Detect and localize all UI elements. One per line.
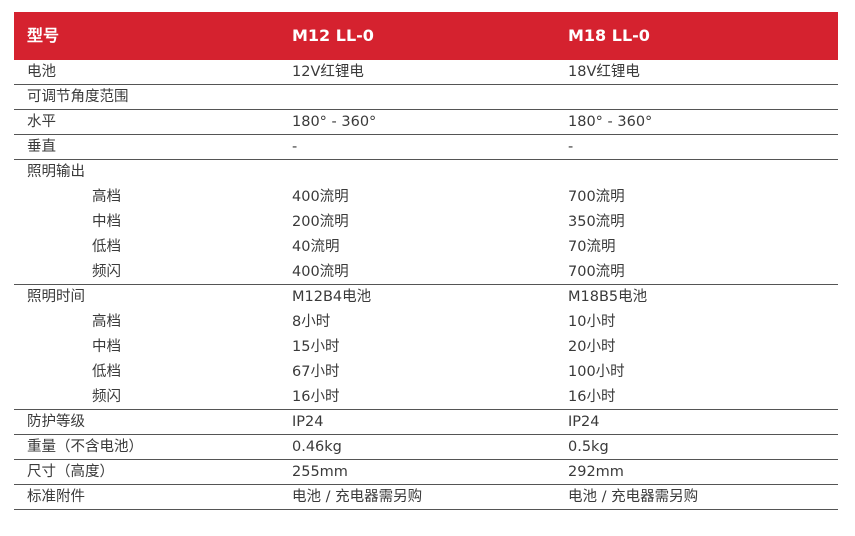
row-value-m18: 0.5kg	[568, 439, 609, 455]
row-label: 重量（不含电池）	[27, 439, 143, 455]
table-row: 垂直 - -	[14, 135, 838, 160]
row-value-m18: -	[568, 139, 574, 155]
row-label: 尺寸（高度）	[27, 464, 114, 480]
table-row: 低档 40流明 70流明	[14, 235, 838, 260]
row-value-m18: M18B5电池	[568, 289, 648, 305]
table-row: 高档 8小时 10小时	[14, 310, 838, 335]
row-value-m12: 15小时	[292, 339, 340, 355]
row-value-m18: 700流明	[568, 264, 625, 280]
row-value-m12: -	[292, 139, 298, 155]
row-label: 频闪	[92, 389, 121, 405]
table-row: 尺寸（高度） 255mm 292mm	[14, 460, 838, 485]
table-row: 中档 200流明 350流明	[14, 210, 838, 235]
row-value-m18: 100小时	[568, 364, 625, 380]
row-label: 照明输出	[27, 164, 85, 180]
spec-table: 型号 M12 LL-0 M18 LL-0 电池 12V红锂电 18V红锂电可调节角度…	[14, 12, 838, 510]
row-value-m18: 20小时	[568, 339, 616, 355]
row-label: 垂直	[27, 139, 56, 155]
table-row: 标准附件 电池 / 充电器需另购 电池 / 充电器需另购	[14, 485, 838, 510]
table-row: 电池 12V红锂电 18V红锂电	[14, 60, 838, 85]
row-value-m12: 16小时	[292, 389, 340, 405]
row-value-m18: IP24	[568, 414, 600, 430]
header-model-a: M12 LL-0	[292, 26, 374, 45]
table-row: 照明时间 M12B4电池 M18B5电池	[14, 285, 838, 310]
row-label: 防护等级	[27, 414, 85, 430]
row-value-m12: 255mm	[292, 464, 348, 480]
row-value-m12: IP24	[292, 414, 324, 430]
table-row: 频闪 400流明 700流明	[14, 260, 838, 285]
row-value-m18: 电池 / 充电器需另购	[568, 489, 699, 505]
row-label: 中档	[92, 214, 121, 230]
row-value-m12: M12B4电池	[292, 289, 372, 305]
row-label: 频闪	[92, 264, 121, 280]
row-value-m12: 400流明	[292, 264, 349, 280]
row-value-m12: 400流明	[292, 189, 349, 205]
row-label: 电池	[27, 64, 56, 80]
header-model-b: M18 LL-0	[568, 26, 650, 45]
row-value-m12: 67小时	[292, 364, 340, 380]
row-label: 低档	[92, 239, 121, 255]
row-value-m18: 70流明	[568, 239, 616, 255]
table-row: 低档 67小时 100小时	[14, 360, 838, 385]
row-label: 高档	[92, 189, 121, 205]
row-label: 中档	[92, 339, 121, 355]
row-value-m18: 292mm	[568, 464, 624, 480]
row-value-m12: 0.46kg	[292, 439, 342, 455]
row-value-m18: 16小时	[568, 389, 616, 405]
row-label: 高档	[92, 314, 121, 330]
row-value-m18: 700流明	[568, 189, 625, 205]
table-row: 高档 400流明 700流明	[14, 185, 838, 210]
row-label: 水平	[27, 114, 56, 130]
row-label: 低档	[92, 364, 121, 380]
table-row: 水平 180° - 360° 180° - 360°	[14, 110, 838, 135]
row-value-m18: 180° - 360°	[568, 114, 653, 130]
table-row: 照明输出	[14, 160, 838, 185]
table-row: 频闪 16小时 16小时	[14, 385, 838, 410]
table-row: 重量（不含电池） 0.46kg 0.5kg	[14, 435, 838, 460]
table-body: 电池 12V红锂电 18V红锂电可调节角度范围 水平 180° - 360° 180° -…	[14, 60, 838, 510]
row-label: 可调节角度范围	[27, 89, 129, 105]
row-label: 照明时间	[27, 289, 85, 305]
table-row: 中档 15小时 20小时	[14, 335, 838, 360]
row-value-m18: 350流明	[568, 214, 625, 230]
table-header: 型号 M12 LL-0 M18 LL-0	[14, 12, 838, 60]
row-value-m12: 电池 / 充电器需另购	[292, 489, 423, 505]
row-value-m12: 40流明	[292, 239, 340, 255]
row-value-m18: 18V红锂电	[568, 64, 640, 80]
table-row: 可调节角度范围	[14, 85, 838, 110]
row-value-m18: 10小时	[568, 314, 616, 330]
row-value-m12: 200流明	[292, 214, 349, 230]
row-label: 标准附件	[27, 489, 85, 505]
row-value-m12: 12V红锂电	[292, 64, 364, 80]
row-value-m12: 180° - 360°	[292, 114, 377, 130]
table-row: 防护等级 IP24 IP24	[14, 410, 838, 435]
header-label: 型号	[27, 26, 60, 45]
row-value-m12: 8小时	[292, 314, 331, 330]
